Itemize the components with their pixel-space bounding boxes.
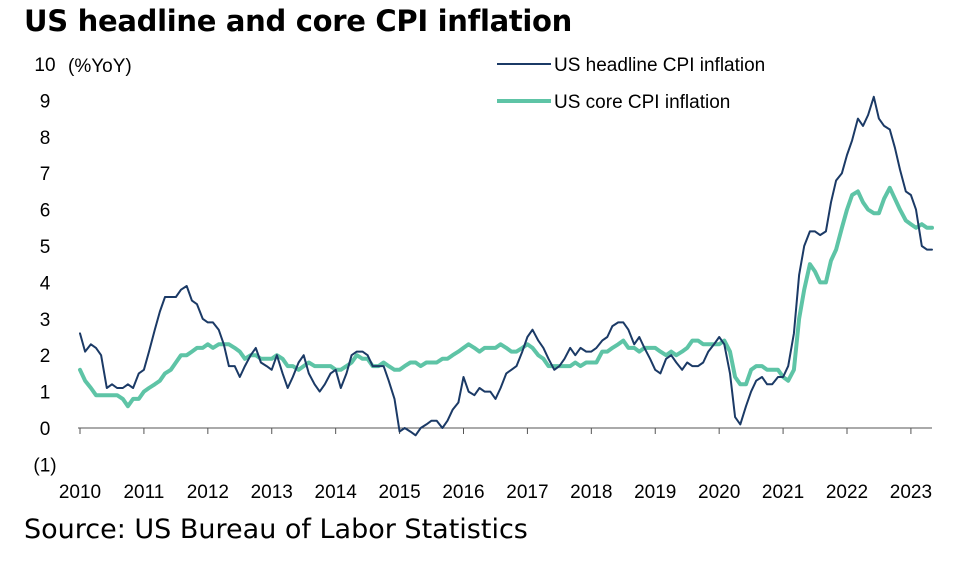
core-cpi-line: [78, 185, 934, 409]
y-tick-label: 9: [40, 91, 51, 112]
x-tick-label: 2011: [123, 482, 164, 503]
legend-label-headline: US headline CPI inflation: [554, 55, 765, 76]
y-tick-label: (1): [33, 455, 56, 476]
x-tick-label: 2018: [570, 482, 612, 503]
y-tick-label: 4: [40, 273, 51, 294]
y-tick-label: 3: [40, 310, 51, 331]
legend-label-core: US core CPI inflation: [554, 92, 730, 113]
x-axis-tick-labels: 2010 2011 2012 2013 2014 2015 2016 2017 2018 2019…: [59, 482, 932, 503]
x-tick-label: 2023: [890, 482, 932, 503]
y-tick-label: 8: [40, 128, 51, 149]
y-tick-label: 0: [40, 419, 51, 440]
source-note: Source: US Bureau of Labor Statistics: [24, 514, 528, 545]
x-tick-label: 2014: [315, 482, 358, 503]
y-tick-label: 7: [40, 164, 51, 185]
y-axis-unit-label: (%YoY): [68, 56, 132, 77]
x-tick-label: 2012: [187, 482, 229, 503]
x-tick-label: 2017: [506, 482, 548, 503]
chart-title: US headline and core CPI inflation: [24, 4, 573, 38]
x-tick-label: 2016: [442, 482, 484, 503]
x-tick-label: 2010: [59, 482, 101, 503]
y-tick-label: 5: [40, 237, 51, 258]
headline-cpi-line: [79, 95, 933, 437]
x-tick-label: 2019: [634, 482, 676, 503]
legend: US headline CPI inflation US core CPI in…: [497, 55, 765, 113]
y-tick-label: 6: [40, 201, 51, 222]
x-axis-tick-marks: [79, 428, 912, 434]
x-tick-label: 2022: [826, 482, 868, 503]
x-tick-label: 2021: [762, 482, 804, 503]
y-tick-label: 10: [34, 55, 55, 76]
x-tick-label: 2020: [698, 482, 740, 503]
x-tick-label: 2015: [378, 482, 420, 503]
series-lines: [78, 95, 934, 437]
x-tick-label: 2013: [251, 482, 293, 503]
y-axis-tick-labels: (1) 0 1 2 3 4 5 6 7 8 9 10: [33, 55, 56, 476]
y-tick-label: 1: [40, 383, 51, 404]
y-tick-label: 2: [40, 346, 51, 367]
